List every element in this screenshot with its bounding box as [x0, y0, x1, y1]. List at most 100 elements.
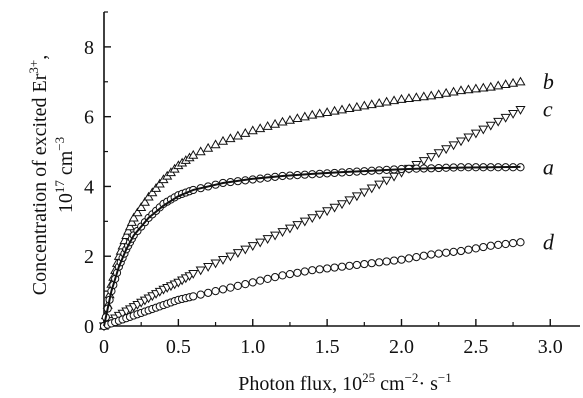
- data-point-d: [323, 264, 332, 273]
- data-point-d: [270, 273, 280, 282]
- data-point-d: [360, 259, 369, 269]
- data-point-b: [418, 91, 429, 101]
- data-point-d: [382, 257, 391, 266]
- data-point-d: [337, 262, 347, 271]
- data-point-d: [211, 287, 220, 296]
- data-point-d: [434, 249, 443, 258]
- data-point-c: [500, 113, 511, 123]
- data-point-d: [464, 245, 473, 254]
- data-point-c: [463, 133, 474, 143]
- data-point-d: [233, 281, 242, 290]
- data-point-b: [336, 104, 348, 114]
- x-tick-label: 2.5: [463, 336, 488, 358]
- data-point-b: [240, 128, 251, 137]
- data-point-c: [225, 252, 236, 262]
- data-point-c: [426, 153, 437, 162]
- data-point-c: [307, 214, 318, 224]
- data-point-c: [210, 259, 221, 269]
- series-d: [99, 238, 525, 331]
- data-point-c: [359, 188, 370, 198]
- data-point-b: [121, 230, 132, 239]
- data-point-d: [345, 261, 354, 270]
- data-point-d: [278, 271, 287, 280]
- data-point-c: [270, 231, 281, 241]
- data-point-b: [344, 103, 355, 113]
- series-label-d: d: [543, 229, 555, 254]
- data-point-d: [412, 252, 421, 262]
- data-point-b: [389, 95, 400, 105]
- data-point-b: [210, 139, 221, 149]
- data-point-c: [478, 125, 489, 135]
- series-label-a: a: [543, 154, 554, 179]
- data-point-d: [248, 278, 257, 287]
- data-point-b: [225, 133, 236, 143]
- y-tick-label: 4: [84, 176, 94, 198]
- data-point-c: [366, 184, 377, 194]
- data-point-b: [441, 87, 452, 97]
- data-point-b: [126, 216, 137, 226]
- fit-curve-a: [103, 165, 521, 327]
- data-point-b: [485, 81, 496, 91]
- data-point-c: [448, 141, 459, 151]
- data-point-b: [232, 130, 243, 140]
- plot-area: 0 0.5 1.0 1.5 2.0 2.5 3.0 0 2 4 6 8: [84, 11, 580, 358]
- data-point-c: [240, 245, 251, 255]
- data-point-c: [262, 235, 273, 244]
- data-point-c: [322, 207, 333, 217]
- y-axis-title: Concentration of excited Er3+, 1017 cm−3: [26, 55, 77, 295]
- data-point-c: [329, 203, 340, 213]
- data-point-d: [404, 254, 414, 263]
- data-point-d: [189, 292, 198, 301]
- data-point-b: [136, 202, 147, 212]
- data-point-d: [389, 256, 399, 265]
- data-point-c: [232, 249, 243, 258]
- data-point-d: [471, 244, 480, 253]
- data-point-b: [147, 187, 158, 197]
- data-point-b: [151, 182, 162, 192]
- data-point-c: [351, 192, 362, 202]
- data-point-d: [330, 263, 339, 272]
- data-point-d: [367, 259, 376, 268]
- data-point-b: [359, 100, 370, 110]
- data-point-c: [418, 157, 429, 166]
- data-point-b: [329, 105, 340, 115]
- data-point-b: [143, 191, 154, 201]
- data-point-c: [374, 180, 385, 190]
- data-point-b: [195, 146, 206, 156]
- data-point-b: [374, 97, 385, 107]
- data-point-c: [515, 106, 526, 115]
- data-point-d: [241, 280, 250, 289]
- data-point-b: [314, 108, 325, 118]
- data-point-b: [203, 142, 214, 152]
- data-point-c: [314, 210, 325, 220]
- data-point-c: [344, 196, 355, 206]
- data-point-b: [463, 84, 474, 94]
- data-point-c: [255, 238, 266, 248]
- data-point-b: [403, 93, 414, 102]
- data-point-c: [441, 145, 452, 155]
- data-point-d: [442, 248, 451, 257]
- data-point-b: [284, 114, 295, 124]
- data-point-b: [433, 89, 444, 99]
- data-point-c: [188, 270, 199, 279]
- y-tick-label: 0: [84, 316, 94, 338]
- data-point-c: [247, 242, 258, 251]
- data-point-d: [516, 238, 525, 247]
- data-point-b: [351, 101, 362, 111]
- data-point-b: [277, 116, 288, 126]
- data-point-c: [217, 256, 229, 265]
- data-point-b: [292, 113, 303, 123]
- data-point-d: [308, 266, 317, 275]
- data-point-d: [226, 283, 235, 292]
- x-tick-label: 2.0: [389, 336, 414, 358]
- y-tick-label: 2: [84, 246, 94, 268]
- data-point-b: [381, 96, 392, 106]
- data-point-d: [204, 288, 213, 297]
- x-tick-label: 1.5: [315, 336, 340, 358]
- data-point-c: [284, 224, 295, 234]
- data-point-c: [455, 137, 467, 147]
- series-label-b: b: [543, 69, 554, 94]
- data-point-b: [493, 80, 504, 90]
- data-point-b: [470, 83, 481, 93]
- data-point-d: [508, 239, 518, 248]
